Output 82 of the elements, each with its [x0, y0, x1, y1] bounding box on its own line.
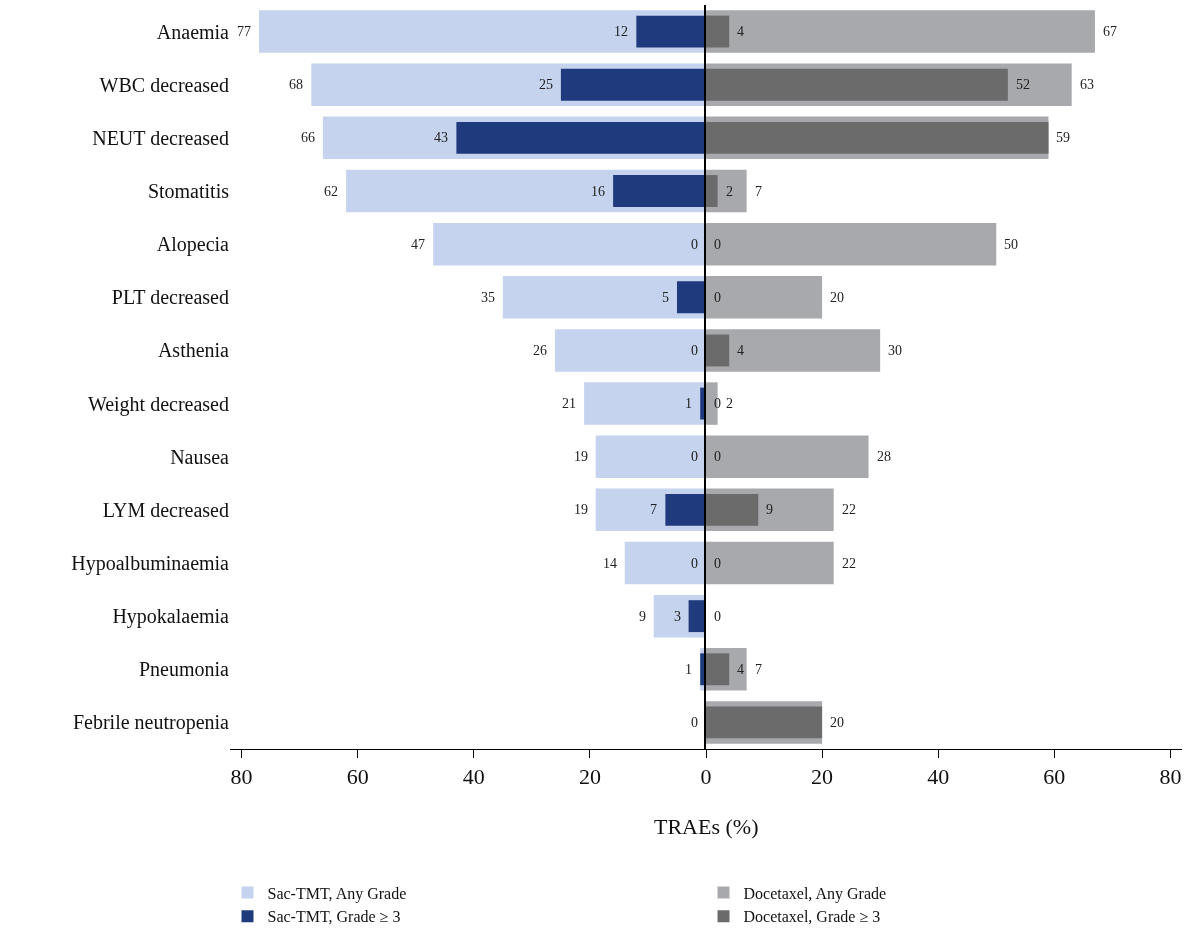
- data-label: 3: [674, 609, 681, 624]
- data-label: 50: [1004, 237, 1018, 252]
- data-label: 0: [714, 290, 721, 305]
- x-axis-title: TRAEs (%): [654, 814, 759, 839]
- y-tick-label: Weight decreased: [87, 392, 229, 416]
- data-label: 47: [411, 237, 425, 252]
- y-tick-label: NEUT decreased: [92, 126, 229, 149]
- data-label: 1: [685, 396, 692, 411]
- data-label: 21: [562, 396, 576, 411]
- legend-label: Sac-TMT, Grade ≥ 3: [267, 908, 401, 926]
- data-label: 62: [324, 184, 338, 199]
- data-label: 5: [662, 290, 669, 305]
- x-tick-label: 40: [462, 764, 485, 790]
- data-label: 2: [726, 396, 733, 411]
- x-tick-label: 0: [700, 764, 712, 790]
- data-label: 20: [830, 715, 844, 730]
- data-label: 0: [691, 449, 698, 464]
- data-label: 0: [691, 715, 698, 730]
- data-label: 25: [539, 77, 553, 92]
- data-label: 59: [1056, 130, 1070, 145]
- data-label: 63: [1080, 77, 1094, 92]
- data-label: 19: [574, 449, 588, 464]
- data-label: 67: [1103, 24, 1117, 39]
- data-label: 4: [737, 662, 744, 677]
- data-label: 68: [289, 77, 303, 92]
- data-label: 9: [766, 502, 773, 517]
- data-label: 1: [685, 662, 692, 677]
- data-label: 0: [714, 237, 721, 252]
- data-label: 52: [1016, 77, 1030, 92]
- data-label: 9: [639, 609, 646, 624]
- data-label: 43: [434, 130, 448, 145]
- data-label: 7: [650, 502, 657, 517]
- data-label: 0: [691, 343, 698, 358]
- data-label: 77: [237, 24, 251, 39]
- y-tick-label: Asthenia: [157, 339, 230, 362]
- data-label: 0: [714, 609, 721, 624]
- y-tick-label: Hypokalaemia: [112, 605, 230, 629]
- data-label: 14: [603, 556, 617, 571]
- data-label: 28: [877, 449, 891, 464]
- data-label: 35: [481, 290, 495, 305]
- data-label: 4: [737, 343, 744, 358]
- bar: [706, 334, 730, 367]
- y-tick-label: Pneumonia: [139, 658, 230, 681]
- data-label: 2: [726, 184, 733, 199]
- data-label: 19: [574, 502, 588, 517]
- x-tick-label: 40: [927, 764, 950, 790]
- legend-label: Sac-TMT, Any Grade: [267, 884, 407, 903]
- x-tick-label: 60: [1043, 764, 1066, 790]
- y-tick-label: Nausea: [170, 445, 230, 468]
- data-label: 7: [755, 184, 762, 199]
- data-label: 22: [842, 556, 856, 571]
- y-tick-label: Stomatitis: [147, 180, 230, 202]
- x-tick-label: 20: [578, 764, 601, 790]
- data-label: 4: [737, 24, 744, 39]
- data-label: 26: [533, 343, 547, 358]
- data-label: 7: [755, 662, 762, 677]
- y-tick-label: WBC decreased: [99, 73, 229, 96]
- data-label: 0: [691, 556, 698, 571]
- y-tick-label: Alopecia: [156, 233, 230, 257]
- bar: [706, 175, 718, 207]
- y-tick-label: LYM decreased: [102, 498, 229, 521]
- x-tick-label: 80: [230, 764, 253, 790]
- data-label: 22: [842, 502, 856, 517]
- x-tick-label: 60: [346, 764, 369, 790]
- y-tick-label: PLT decreased: [111, 286, 229, 309]
- data-label: 30: [888, 343, 902, 358]
- data-label: 0: [714, 396, 721, 411]
- x-tick-label: 20: [811, 764, 834, 790]
- data-label: 12: [614, 24, 628, 39]
- legend-label: Docetaxel, Any Grade: [743, 884, 887, 903]
- y-tick-label: Febrile neutropenia: [72, 711, 230, 735]
- y-tick-label: Hypoalbuminaemia: [71, 552, 230, 575]
- data-label: 16: [591, 184, 605, 199]
- data-label: 0: [714, 449, 721, 464]
- data-label: 20: [830, 290, 844, 305]
- y-tick-label: Anaemia: [156, 20, 230, 43]
- x-tick-label: 80: [1159, 764, 1182, 790]
- data-label: 66: [301, 130, 315, 145]
- data-label: 0: [691, 237, 698, 252]
- bar: [676, 281, 706, 314]
- data-label: 0: [714, 556, 721, 571]
- legend-label: Docetaxel, Grade ≥ 3: [743, 908, 881, 926]
